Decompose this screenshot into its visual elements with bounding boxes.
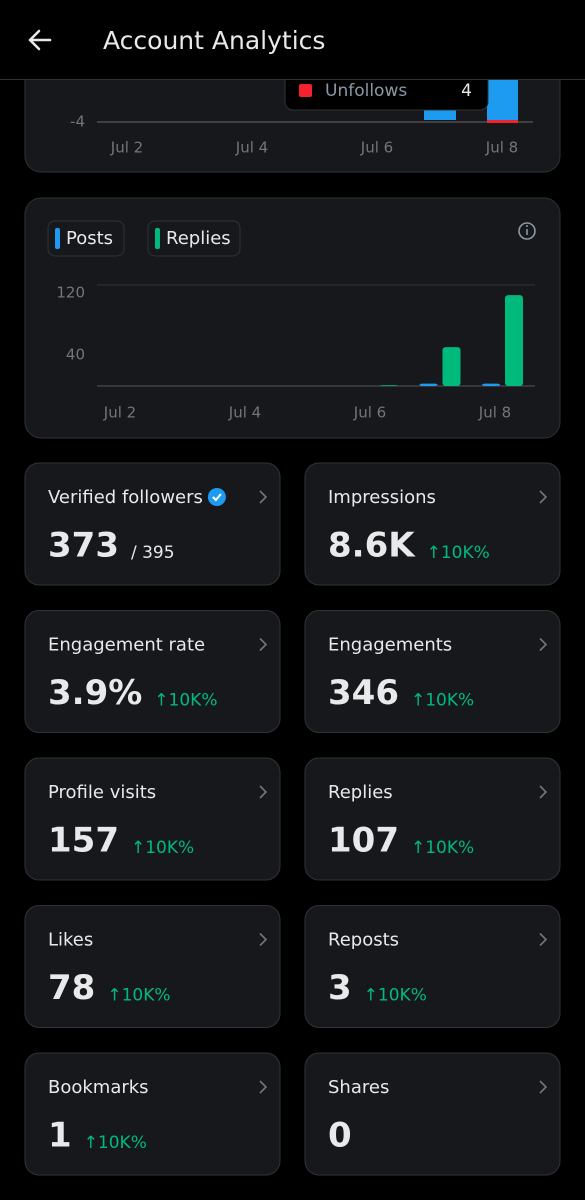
stat-value: 3 (328, 968, 352, 1008)
chevron (259, 1080, 268, 1094)
stat-label: Impressions (328, 487, 436, 508)
header (0, 0, 585, 79)
stat-change: ↑10K% (154, 691, 217, 711)
chevron (259, 785, 268, 799)
stat-change: ↑10K% (411, 838, 474, 858)
x-tick-label: Jul 2 (103, 404, 136, 422)
bar (482, 383, 500, 386)
legend-chip[interactable] (147, 220, 241, 257)
bar-decor (487, 80, 518, 120)
info-icon[interactable] (518, 222, 536, 240)
stat-value: 346 (328, 673, 399, 713)
x-tick-label: Jul 8 (478, 404, 511, 422)
stat-value: 0 (328, 1116, 352, 1156)
stat-card[interactable] (24, 462, 281, 586)
stat-card[interactable] (24, 757, 281, 881)
legend-label: Posts (66, 228, 113, 249)
legend-chip[interactable] (47, 220, 125, 257)
stat-label: Engagement rate (48, 635, 205, 656)
stat-label: Replies (328, 782, 393, 803)
x-tick-label: Jul 8 (485, 139, 518, 157)
stat-label: Profile visits (48, 782, 156, 803)
stat-label: Engagements (328, 635, 452, 656)
bar (505, 295, 523, 386)
y-tick-label: 40 (66, 345, 85, 363)
stat-change: ↑10K% (364, 986, 427, 1006)
x-tick-label: Jul 4 (235, 139, 268, 157)
verified-check (212, 493, 222, 502)
stat-card[interactable] (24, 905, 281, 1028)
verified-badge (207, 488, 226, 506)
stat-card[interactable] (304, 905, 561, 1028)
stat-change: ↑10K% (107, 986, 170, 1006)
chevron (539, 785, 548, 799)
stat-value: 3.9% (48, 673, 142, 713)
stat-value: 373 (48, 526, 119, 566)
tooltip-label: Unfollows (325, 81, 407, 101)
tooltip-swatch (299, 84, 312, 97)
chevron (259, 932, 268, 947)
chevron (539, 1080, 548, 1094)
y-tick-label: -4 (70, 113, 85, 131)
stat-card[interactable] (24, 1052, 281, 1176)
x-tick-label: Jul 6 (360, 139, 393, 157)
stat-change: ↑10K% (411, 691, 474, 711)
stat-label: Likes (48, 930, 93, 951)
bar (419, 383, 438, 386)
y-tick-label: 120 (56, 283, 85, 301)
stat-change: ↑10K% (427, 543, 490, 563)
stat-label: Reposts (328, 930, 399, 951)
chevron (539, 490, 548, 504)
stat-value: 8.6K (328, 526, 416, 566)
stat-card[interactable] (24, 610, 281, 733)
stat-card[interactable] (304, 462, 561, 586)
stat-total: / 395 (131, 543, 175, 563)
chevron (539, 932, 548, 947)
stat-label: Bookmarks (48, 1077, 149, 1098)
bar (380, 385, 398, 386)
stat-label: Shares (328, 1077, 389, 1098)
stat-value: 157 (48, 821, 119, 861)
card (24, 197, 561, 439)
legend-swatch (55, 228, 60, 249)
stat-value: 1 (48, 1116, 72, 1156)
stat-value: 78 (48, 968, 95, 1008)
stat-card[interactable] (304, 610, 561, 733)
bar (442, 347, 461, 386)
legend-swatch (155, 228, 160, 249)
stat-card[interactable] (304, 1052, 561, 1176)
chevron (259, 490, 268, 504)
chevron (539, 637, 548, 652)
info-icon-dot (526, 225, 528, 227)
stat-label: Verified followers (48, 487, 203, 508)
unfollow-bar (487, 120, 518, 123)
stat-change: ↑10K% (84, 1133, 147, 1153)
legend-label: Replies (166, 228, 231, 249)
page-title: Account Analytics (103, 26, 325, 55)
x-tick-label: Jul 2 (110, 139, 143, 157)
x-tick-label: Jul 6 (353, 404, 386, 422)
stat-card[interactable] (304, 757, 561, 881)
stat-change: ↑10K% (131, 838, 194, 858)
tooltip-value: 4 (461, 81, 472, 101)
stat-value: 107 (328, 821, 399, 861)
x-tick-label: Jul 4 (228, 404, 261, 422)
chevron (259, 637, 268, 652)
back-button[interactable] (28, 29, 52, 51)
